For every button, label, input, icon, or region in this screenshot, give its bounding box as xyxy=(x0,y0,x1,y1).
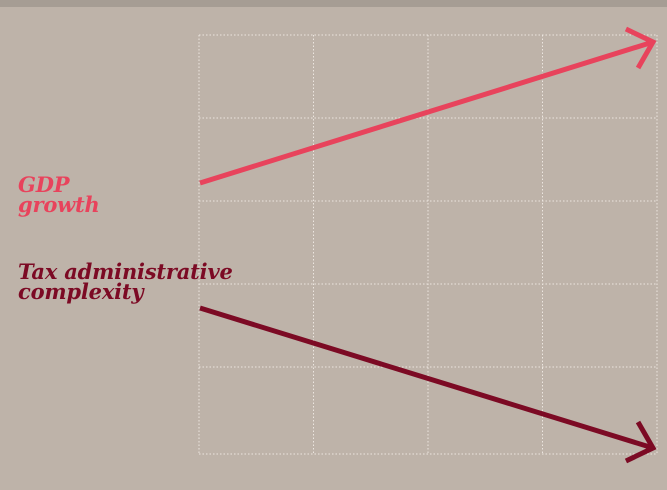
gdp-growth-arrow xyxy=(199,26,657,186)
gdp-growth-label-line2: growth xyxy=(18,192,100,217)
tax-complexity-label-line2: complexity xyxy=(18,279,144,304)
tax-complexity-arrow xyxy=(199,305,657,464)
grid xyxy=(198,34,658,455)
tax-complexity-label: Tax administrative complexity xyxy=(18,259,233,304)
arrow-down-right-icon xyxy=(624,420,657,464)
gdp-growth-label-line1: GDP xyxy=(18,172,70,197)
gdp-growth-label: GDP growth xyxy=(18,172,100,217)
arrow-up-right-icon xyxy=(624,26,657,70)
gdp-growth-arrow-shaft xyxy=(199,39,654,186)
arrows xyxy=(199,26,657,464)
tax-complexity-arrow-shaft xyxy=(199,305,654,451)
tax-complexity-label-line1: Tax administrative xyxy=(18,259,233,284)
